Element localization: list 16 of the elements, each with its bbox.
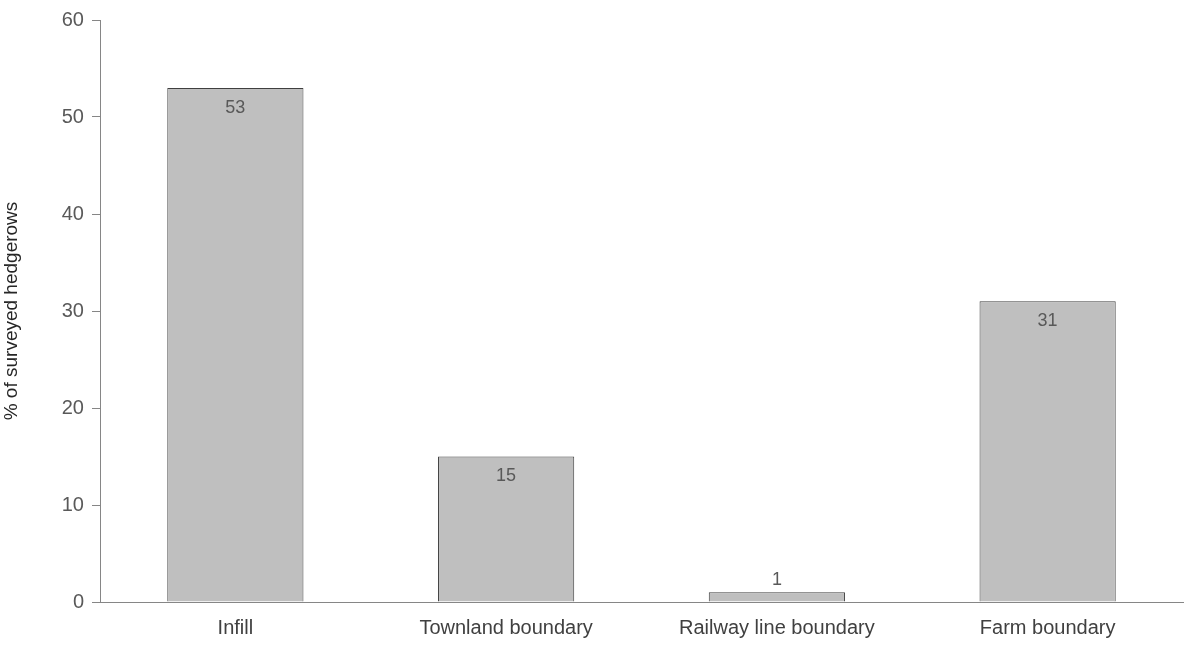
y-tick-label: 60 [61, 7, 84, 30]
x-tick-label: Farm boundary [979, 615, 1116, 638]
data-label: 53 [225, 96, 246, 117]
y-tick-label: 20 [61, 395, 84, 418]
x-tick-label: Townland boundary [419, 615, 593, 638]
y-tick-label: 40 [61, 201, 84, 224]
y-tick-label: 30 [61, 298, 84, 321]
y-tick-label: 10 [61, 492, 84, 515]
x-tick-label: Railway line boundary [679, 615, 875, 638]
data-label: 15 [496, 465, 517, 486]
data-label: 31 [1037, 310, 1058, 331]
y-tick-label: 0 [72, 589, 84, 612]
x-tick-label: Infill [217, 615, 254, 638]
y-tick-label: 50 [61, 104, 84, 127]
y-axis-title: % of surveyed hedgerows [0, 201, 21, 421]
data-label: 1 [771, 569, 782, 590]
